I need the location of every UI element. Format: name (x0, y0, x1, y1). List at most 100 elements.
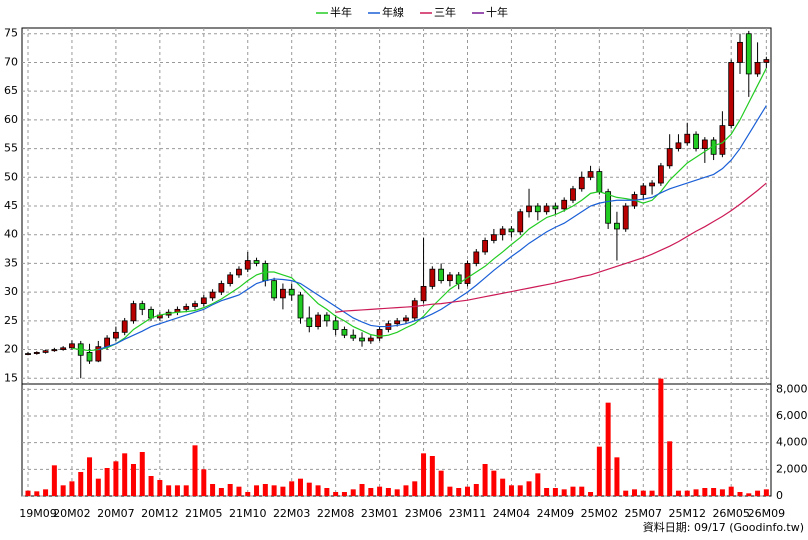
candle-body (701, 139, 708, 149)
x-tick-label: 23M01 (361, 507, 399, 520)
y-tick-label: 75 (4, 27, 18, 40)
volume-bar (482, 464, 488, 496)
candle-body (649, 182, 655, 187)
candle-body (227, 274, 234, 284)
y-tick-label: 35 (4, 256, 18, 269)
candle-body (376, 329, 383, 339)
volume-bar (297, 478, 303, 496)
candle-body (183, 306, 190, 310)
candle-body (200, 297, 207, 305)
candle-body (271, 280, 278, 299)
candle-body (640, 185, 647, 195)
y2-tick-label: 0 (776, 489, 783, 502)
volume-bar (535, 473, 541, 496)
candle-body (323, 314, 330, 322)
volume-bar (614, 457, 620, 496)
candle-body (596, 171, 603, 193)
candle-body (113, 331, 119, 339)
y-tick-label: 20 (4, 343, 18, 356)
candle-body (666, 148, 673, 167)
volume-bar (43, 489, 49, 496)
volume-bar (394, 489, 400, 496)
volume-bar (491, 470, 497, 496)
volume-bar (271, 485, 277, 496)
volume-bar (579, 486, 585, 496)
volume-bar (289, 481, 295, 496)
candle-body (341, 329, 348, 336)
legend-label: 三年 (434, 5, 456, 19)
volume-bar (596, 446, 602, 496)
x-tick-label: 20M12 (141, 507, 179, 520)
candle-body (95, 346, 102, 362)
candle-body (288, 288, 295, 296)
volume-bar (632, 489, 638, 496)
candle-body (51, 349, 58, 352)
x-tick-label: 26M09 (748, 507, 786, 520)
volume-bar (245, 492, 251, 496)
candle-body (297, 294, 304, 319)
volume-bar (341, 492, 347, 496)
volume-bar (517, 485, 523, 496)
volume-bar (227, 484, 233, 496)
volume-bar (667, 441, 673, 496)
volume-bar (605, 402, 611, 496)
volume-bar (254, 485, 260, 496)
candle-body (552, 205, 559, 210)
candle-body (148, 308, 154, 319)
x-tick-label: 20M07 (97, 507, 135, 520)
volume-bar (350, 489, 356, 496)
volume-bar (693, 489, 699, 496)
volume-bar (113, 461, 119, 496)
volume-bar (218, 488, 224, 496)
candle-body (130, 303, 137, 322)
candle-body (33, 352, 40, 354)
volume-bar (183, 485, 189, 496)
x-tick-label: 19M09 (19, 507, 57, 520)
ma-line (98, 105, 767, 351)
candle-body (763, 59, 770, 63)
volume-bar (438, 470, 444, 496)
y2-tick-label: 2,000 (776, 462, 808, 475)
volume-bar (192, 445, 198, 496)
y-tick-label: 60 (4, 113, 18, 126)
volume-bar (570, 486, 576, 496)
x-tick-label: 25M02 (581, 507, 619, 520)
candle-body (482, 240, 488, 253)
candle-body (517, 211, 524, 233)
x-tick-label: 24M09 (537, 507, 575, 520)
volume-bar (552, 488, 558, 496)
x-tick-label: 26M05 (712, 507, 750, 520)
candle-body (737, 41, 743, 63)
volume-bar (403, 485, 409, 496)
volume-bar (385, 488, 391, 496)
volume-bar (315, 485, 321, 496)
volume-bar (324, 488, 330, 496)
candle-body (693, 133, 699, 149)
ma-line (335, 182, 767, 313)
volume-bar (359, 484, 365, 496)
candle-body (394, 320, 401, 325)
volume-bar (588, 492, 594, 496)
volume-bar (465, 486, 470, 496)
candle-body (429, 268, 436, 287)
volume-bar (447, 486, 453, 496)
volume-bar (412, 481, 418, 496)
candle-body (315, 314, 321, 327)
candle-body (438, 268, 445, 282)
candle-body (69, 343, 75, 349)
candle-body (332, 320, 339, 330)
volume-bar (728, 486, 734, 496)
candle-body (754, 62, 761, 75)
candle-body (464, 263, 471, 284)
candle-body (447, 274, 453, 282)
y-tick-label: 45 (4, 199, 18, 212)
candle-body (306, 317, 313, 327)
candle-body (719, 125, 726, 155)
volume-bar (561, 489, 567, 496)
volume-bar (473, 484, 479, 496)
volume-bar (306, 482, 312, 496)
y-tick-label: 40 (4, 228, 18, 241)
candle-body (570, 188, 576, 201)
volume-bar (623, 490, 629, 496)
